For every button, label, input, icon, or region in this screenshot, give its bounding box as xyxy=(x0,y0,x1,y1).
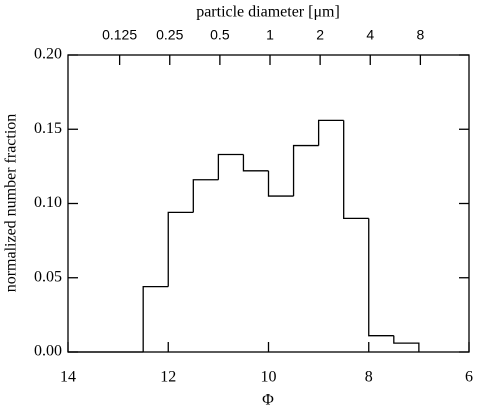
histogram-bin xyxy=(368,218,394,337)
histogram-bin xyxy=(167,211,194,287)
histogram-bin xyxy=(267,170,294,197)
x2-tick-label: 4 xyxy=(366,27,374,43)
histogram-bin xyxy=(142,286,169,352)
histogram-bin xyxy=(317,119,344,146)
y-tick-label: 0.05 xyxy=(34,268,62,285)
histogram-bin xyxy=(393,335,420,352)
y-tick-label: 0.10 xyxy=(34,194,62,211)
plot-frame xyxy=(67,54,470,353)
histogram-bin xyxy=(292,144,319,197)
x2-tick-label: 1 xyxy=(266,27,274,43)
x-tick-label: 12 xyxy=(160,369,176,386)
y-tick-label: 0.00 xyxy=(34,343,62,360)
x2-axis-label: particle diameter [μm] xyxy=(196,4,340,21)
x2-tick-label: 0.5 xyxy=(210,27,230,43)
x-tick-label: 8 xyxy=(365,369,373,386)
x2-tick-label: 8 xyxy=(416,27,424,43)
x2-tick-label: 0.125 xyxy=(102,27,137,43)
y-tick-label: 0.15 xyxy=(34,120,62,137)
x2-tick-label: 0.25 xyxy=(156,27,183,43)
histogram-bin xyxy=(343,120,369,219)
x-tick-label: 10 xyxy=(261,369,277,386)
histogram-bin xyxy=(242,154,269,172)
histogram-bin xyxy=(217,153,244,180)
histogram-bin xyxy=(192,179,219,213)
y-axis-label: normalized number fraction xyxy=(3,114,20,293)
x-tick-label: 14 xyxy=(60,369,76,386)
x2-tick-label: 2 xyxy=(316,27,324,43)
x-axis-label: Φ xyxy=(262,392,274,409)
y-tick-label: 0.20 xyxy=(34,46,62,63)
x-tick-label: 6 xyxy=(465,369,473,386)
